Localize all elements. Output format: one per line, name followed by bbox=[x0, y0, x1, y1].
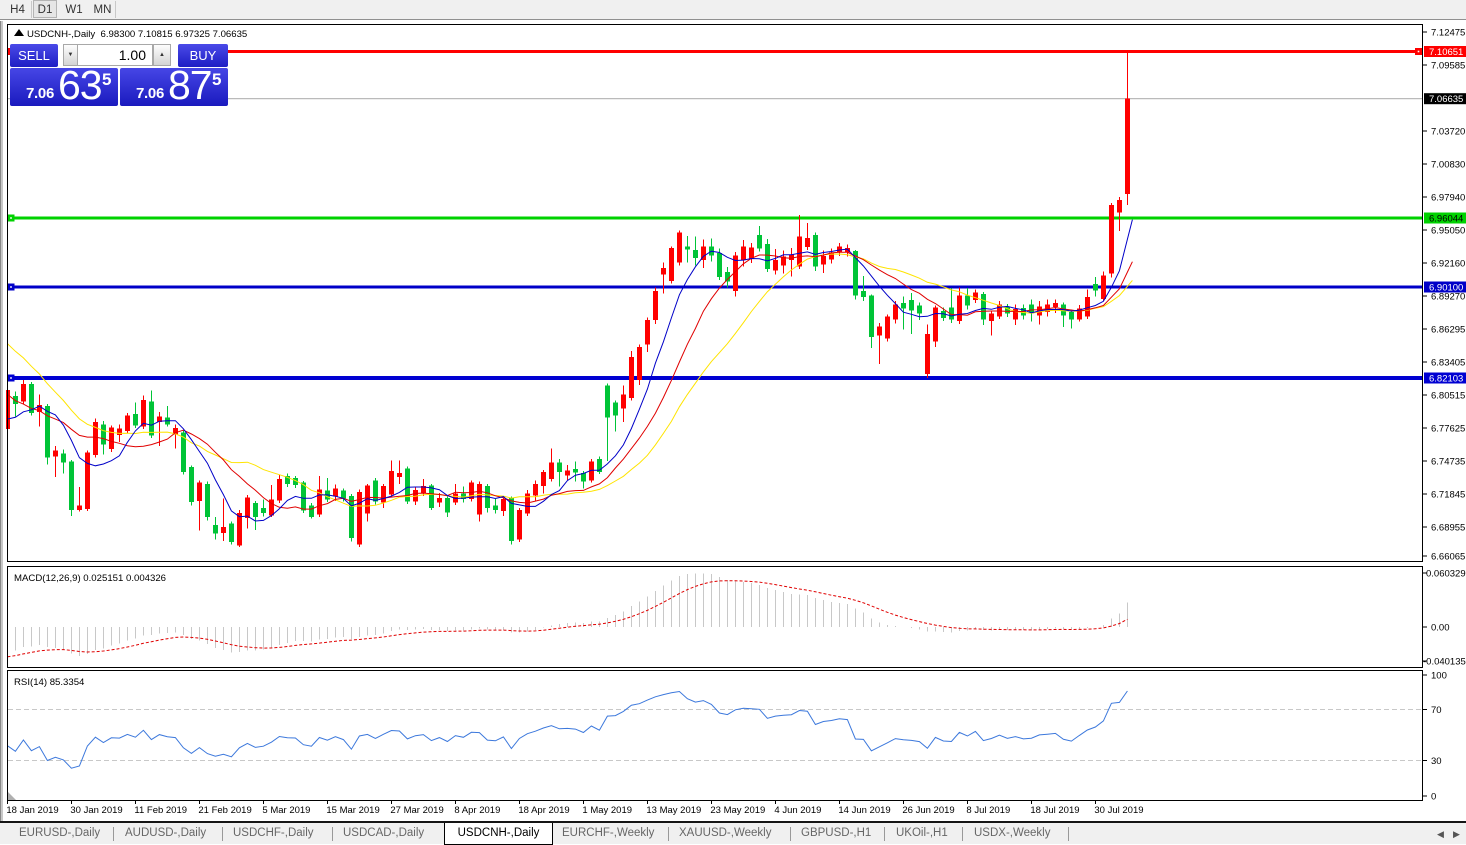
svg-text:6.89270: 6.89270 bbox=[1431, 292, 1465, 303]
svg-text:11 Feb 2019: 11 Feb 2019 bbox=[134, 805, 187, 816]
svg-text:6.90100: 6.90100 bbox=[1429, 283, 1463, 294]
svg-text:30 Jul 2019: 30 Jul 2019 bbox=[1094, 805, 1143, 816]
svg-text:7.12475: 7.12475 bbox=[1431, 28, 1465, 39]
svg-text:MACD(12,26,9) 0.025151 0.00432: MACD(12,26,9) 0.025151 0.004326 bbox=[14, 573, 166, 584]
svg-text:6.71845: 6.71845 bbox=[1431, 490, 1465, 501]
svg-text:6.97940: 6.97940 bbox=[1431, 193, 1465, 204]
svg-text:6.83405: 6.83405 bbox=[1431, 358, 1465, 369]
svg-text:18 Apr 2019: 18 Apr 2019 bbox=[518, 805, 569, 816]
svg-text:27 Mar 2019: 27 Mar 2019 bbox=[390, 805, 443, 816]
svg-text:6.92160: 6.92160 bbox=[1431, 259, 1465, 270]
svg-text:4 Jun 2019: 4 Jun 2019 bbox=[774, 805, 821, 816]
svg-text:5 Mar 2019: 5 Mar 2019 bbox=[262, 805, 310, 816]
svg-text:15 Mar 2019: 15 Mar 2019 bbox=[326, 805, 379, 816]
svg-text:7.10651: 7.10651 bbox=[1429, 47, 1463, 58]
svg-text:0.060329: 0.060329 bbox=[1426, 569, 1466, 580]
svg-text:6.80515: 6.80515 bbox=[1431, 391, 1465, 402]
svg-text:30: 30 bbox=[1431, 756, 1442, 767]
svg-text:6.86295: 6.86295 bbox=[1431, 325, 1465, 336]
svg-text:18 Jan 2019: 18 Jan 2019 bbox=[6, 805, 58, 816]
svg-text:1 May 2019: 1 May 2019 bbox=[582, 805, 632, 816]
svg-text:-0.040135: -0.040135 bbox=[1423, 657, 1466, 668]
svg-text:0.00: 0.00 bbox=[1431, 623, 1450, 634]
svg-text:6.74735: 6.74735 bbox=[1431, 457, 1465, 468]
svg-text:23 May 2019: 23 May 2019 bbox=[710, 805, 765, 816]
svg-text:70: 70 bbox=[1431, 705, 1442, 716]
svg-text:7.03720: 7.03720 bbox=[1431, 127, 1465, 138]
svg-text:26 Jun 2019: 26 Jun 2019 bbox=[902, 805, 954, 816]
svg-text:6.68955: 6.68955 bbox=[1431, 523, 1465, 534]
svg-text:100: 100 bbox=[1431, 671, 1447, 682]
svg-text:6.82103: 6.82103 bbox=[1429, 374, 1463, 385]
svg-text:6.77625: 6.77625 bbox=[1431, 424, 1465, 435]
svg-text:14 Jun 2019: 14 Jun 2019 bbox=[838, 805, 890, 816]
svg-text:7.06635: 7.06635 bbox=[1429, 94, 1463, 105]
svg-text:8 Jul 2019: 8 Jul 2019 bbox=[966, 805, 1010, 816]
svg-text:30 Jan 2019: 30 Jan 2019 bbox=[70, 805, 122, 816]
svg-text:7.00830: 7.00830 bbox=[1431, 160, 1465, 171]
svg-text:18 Jul 2019: 18 Jul 2019 bbox=[1030, 805, 1079, 816]
svg-text:6.95050: 6.95050 bbox=[1431, 226, 1465, 237]
svg-text:RSI(14) 85.3354: RSI(14) 85.3354 bbox=[14, 677, 85, 688]
svg-text:USDCNH-,Daily 6.98300 7.10815: USDCNH-,Daily 6.98300 7.10815 6.97325 7.… bbox=[27, 29, 247, 40]
svg-text:13 May 2019: 13 May 2019 bbox=[646, 805, 701, 816]
svg-text:0: 0 bbox=[1431, 792, 1436, 803]
svg-text:6.66065: 6.66065 bbox=[1431, 552, 1465, 563]
svg-text:8 Apr 2019: 8 Apr 2019 bbox=[454, 805, 500, 816]
svg-text:6.96044: 6.96044 bbox=[1429, 214, 1463, 225]
svg-text:21 Feb 2019: 21 Feb 2019 bbox=[198, 805, 251, 816]
svg-text:7.09585: 7.09585 bbox=[1431, 61, 1465, 72]
